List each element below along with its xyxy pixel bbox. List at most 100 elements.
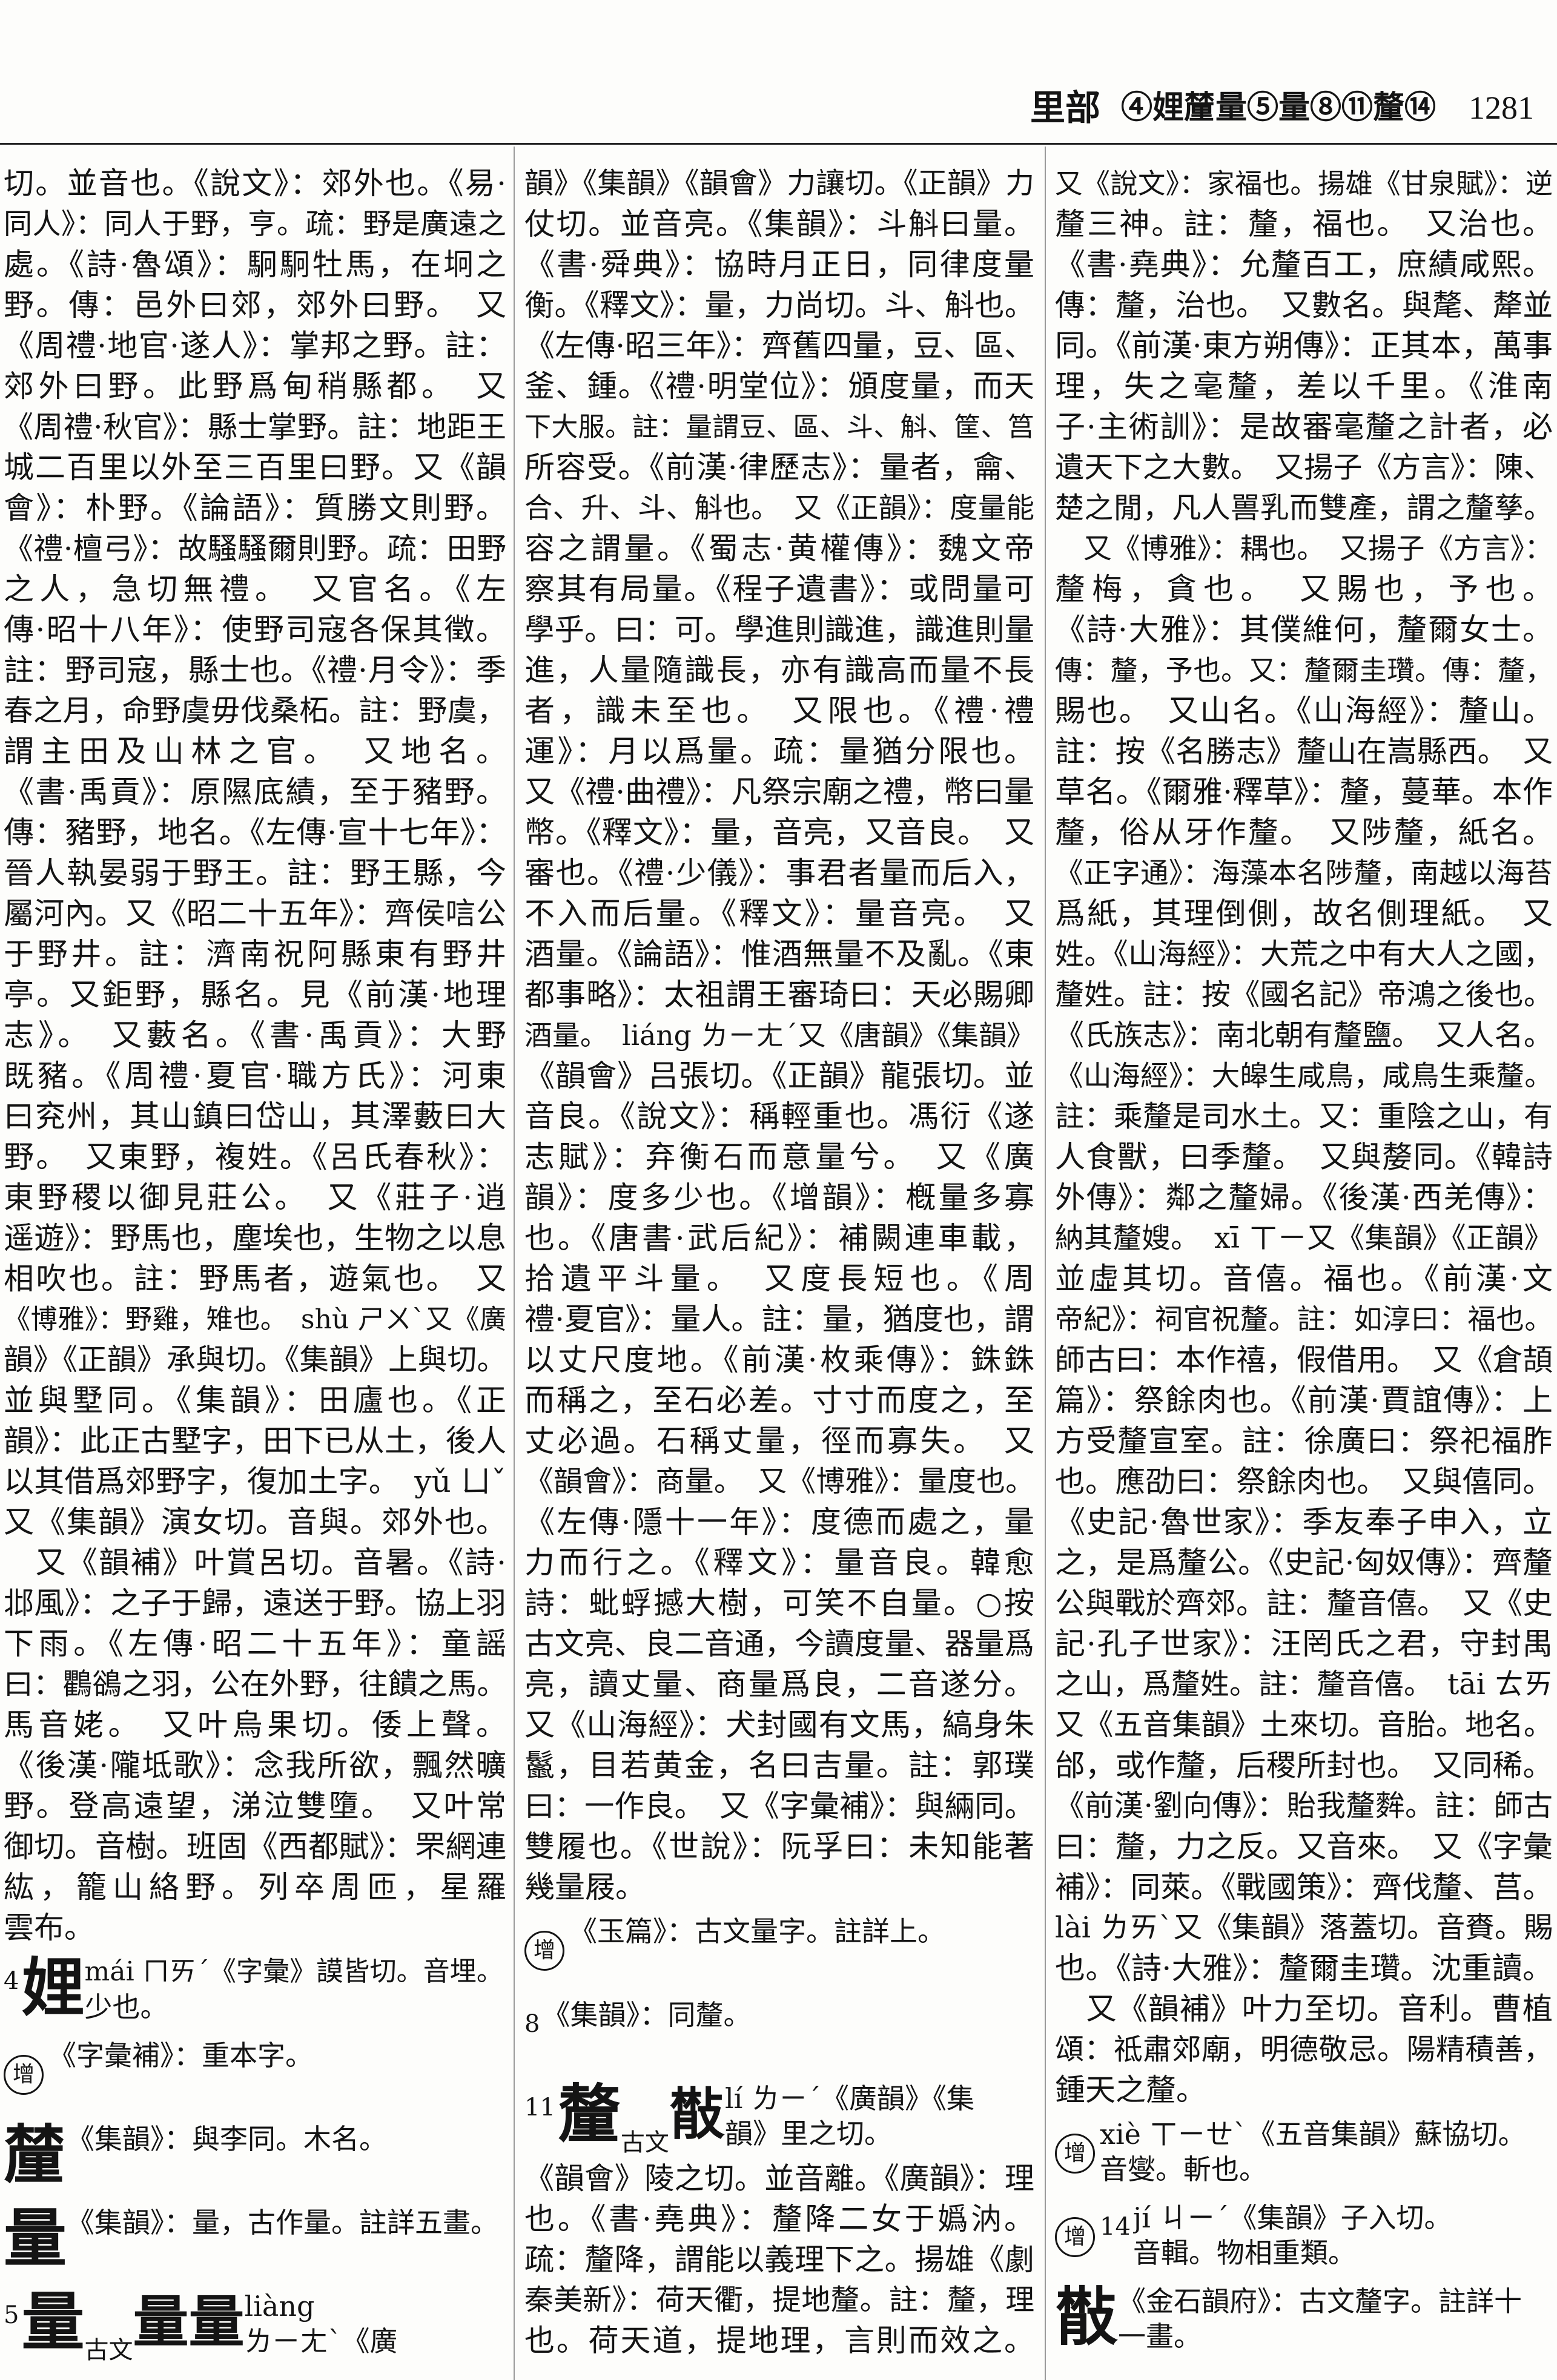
text-line: 紘，籠山絡野。列卒周匝，星羅 [4,1867,506,1908]
text-line: 並與墅同。《集韻》：田廬也。《正 [4,1380,506,1421]
text-line: 志》。 又藪名。《書·禹貢》：大野 [4,1015,506,1056]
text-line: 《韻會》陵之切。並音離。《廣韻》：理 [524,2158,1034,2199]
text-line: 所容受。《前漢·律歷志》：量者，龠、 [524,447,1034,488]
radical-section-title: 里部 [1030,84,1100,132]
dictionary-entry: 增 14 𨥀 jí ㄐㄧˊ《集韻》子入切。 音輯。物相重類。 [1055,2194,1553,2278]
entry-definition: jí ㄐㄧˊ《集韻》子入切。 音輯。物相重類。 [1133,2194,1553,2270]
text-line: 審也。《禮·少儀》：事君者量而后入， [524,853,1034,894]
text-line: 之，是爲釐公。《史記·匈奴傳》：齊釐 [1055,1543,1553,1583]
variant-form: 量量𨤻 [133,2283,244,2361]
entry-definition: liàng ㄌㄧㄤˋ《廣 [244,2283,506,2359]
variant-form: 𢿨 [669,2075,725,2154]
text-line: 野。登高遠望，涕泣雙墮。 又叶常 [4,1786,506,1827]
text-line: 處。《詩·魯頌》：駉駉牡馬，在坰之 [4,245,506,285]
text-line: 都事略》：太祖謂王審琦曰：天必賜卿 [524,975,1034,1015]
headword: 𨤳 [4,2115,67,2194]
text-line: 幣。《釋文》：量，音亮，又音良。 又 [524,813,1034,853]
stroke-index: ④娌𨤲𨤳量⑤量𨤷⑧𨤹⑪釐𨤾⑭𨥀𢿨 [1121,84,1436,132]
column-middle: 韻》《集韻》《韻會》力讓切。《正韻》力 仗切。並音亮。《集韻》：斗斛曰量。 《書·舜… [524,163,1034,2376]
column-right: 又《說文》：家福也。揚雄《甘泉賦》：逆 釐三神。註：釐，福也。 又治也。 《書·堯典… [1055,163,1553,2376]
text-line: 同。《前漢·東方朔傳》：正其本，萬事 [1055,326,1553,366]
text-line: 學乎。曰：可。學進則識進，識進則量 [524,610,1034,650]
text-line: 鬣，目若黄金，名曰吉量。註：郭璞 [524,1745,1034,1786]
text-line: 丈必過。石稱丈量，徑而寡失。 又 [524,1421,1034,1462]
text-line: 拾遺平斗量。 又度長短也。《周 [524,1259,1034,1299]
column-divider [514,147,515,2380]
definition-line: 《字彙補》：重本字。 [48,2038,506,2073]
added-entry-mark: 增 [1055,2217,1095,2257]
text-line: 《周禮·秋官》：縣士掌野。註：地距王 [4,407,506,447]
text-line: 東野稷以御見莊公。 又《莊子·逍 [4,1178,506,1218]
definition-line: lí ㄌㄧˊ《廣韻》《集 [725,2081,1034,2116]
entry-definition: 《字彙補》：重本字。 [48,2032,506,2073]
text-line: 傳：釐，予也。又：釐爾圭瓚。傳：釐， [1055,650,1553,691]
text-line: 幾量屐。 [524,1867,1034,1908]
text-line: 韻》《集韻》《韻會》力讓切。《正韻》力 [524,163,1034,204]
stroke-count: 5 [4,2303,19,2327]
text-line: 《禮·檀弓》：故騷騷爾則野。疏：田野 [4,529,506,569]
text-line: 釐梅，貪也。 又賜也，予也。 [1055,569,1553,610]
headword: 娌 [21,1948,84,2027]
stroke-count: 14 [1100,2215,1131,2239]
text-line: 屬河內。又《昭二十五年》：齊侯唁公 [4,894,506,934]
text-line: 運》：月以爲量。疏：量猶分限也。 [524,731,1034,772]
text-line: 記·孔子世家》：汪罔氏之君，守封禺 [1055,1624,1553,1664]
entry-definition: lí ㄌㄧˊ《廣韻》《集 韻》里之切。 [725,2075,1034,2151]
definition-line: 《集韻》：量，古作量。註詳五畫。 [67,2205,506,2240]
ancient-form-label: 古文 [84,2338,133,2362]
dictionary-entry: 5 量 𨤸 古文 量量𨤻 liàng ㄌㄧㄤˋ《廣 [4,2283,506,2366]
text-line: 《書·舜典》：協時月正日，同律度量 [524,245,1034,285]
text-line: 既豬。《周禮·夏官·職方氏》：河東 [4,1056,506,1096]
text-line: 酒量。 liáng ㄌㄧㄤˊ又《唐韻》《集韻》 [524,1015,1034,1056]
entry-definition: 《集韻》：同釐。 [542,1991,1034,2032]
text-line: 曰：一作良。 又《字彙補》：與緉同。 [524,1786,1034,1827]
text-line: 曰：釐，力之反。又音來。 又《字彙 [1055,1827,1553,1867]
text-line: 又《禮·曲禮》：凡祭宗廟之禮，幣曰量 [524,772,1034,813]
definition-line: 《玉篇》：古文量字。註詳上。 [569,1914,1034,1949]
text-line: 會》：朴野。《論語》：質勝文則野。 [4,488,506,529]
text-line: 又《集韻》演女切。音與。郊外也。 [4,1502,506,1543]
definition-line: 《金石韻府》：古文釐字。註詳十 [1118,2284,1553,2319]
text-line: 遥遊》：野馬也，塵埃也，生物之以息 [4,1218,506,1259]
text-line: 曰：鸜鵒之羽，公在外野，往饋之馬。 [4,1664,506,1705]
text-line: 也。《書·堯典》：釐降二女于嬀汭。 [524,2199,1034,2240]
text-line: 《左傳·隱十一年》：度德而處之，量 [524,1502,1034,1543]
text-line: 姓。《山海經》：大荒之中有大人之國， [1055,934,1553,975]
entry-definition: xiè ㄒㄧㄝˋ《五音集韻》蘇協切。 音燮。斬也。 [1100,2111,1553,2187]
text-line: 也。《唐書·武后紀》：補闕連車載， [524,1218,1034,1259]
text-line: 釜、鍾。《禮·明堂位》：頒度量，而天 [524,366,1034,407]
text-line: 外傳》：鄰之釐婦。《後漢·西羌傳》： [1055,1178,1553,1218]
text-line: 公與戰於齊郊。註：釐音僖。 又《史 [1055,1583,1553,1624]
page-number: 1281 [1469,84,1534,132]
text-line: 註：乘釐是司水土。又：重陰之山，有 [1055,1096,1553,1137]
text-line: 御切。音樹。班固《西都賦》：罘網連 [4,1827,506,1867]
text-line: 容之謂量。《蜀志·黄權傳》：魏文帝 [524,529,1034,569]
text-line: 以其借爲郊野字，復加土字。 yǔ ㄩˇ [4,1462,506,1502]
text-line: 也。《詩·大雅》：釐爾圭瓚。沈重讀。 [1055,1948,1553,1989]
text-line: 子·主術訓》：是故審毫釐之計者，必 [1055,407,1553,447]
dictionary-entry: 11 釐 𨤽 古文 𢿨 lí ㄌㄧˊ《廣韻》《集 韻》里之切。 [524,2075,1034,2158]
text-line: 《周禮·地官·遂人》：掌邦之野。註： [4,326,506,366]
ancient-form-label: 古文 [621,2131,669,2155]
definition-line: 《集韻》：同釐。 [542,1997,1034,2032]
text-line: 禮·夏官》：量人。註：量，猶度也，謂 [524,1299,1034,1340]
text-line: 之人，急切無禮。 又官名。《左 [4,569,506,610]
text-line: 音良。《說文》：稱輕重也。馮衍《遂 [524,1096,1034,1137]
text-line: 疏：釐降，謂能以義理下之。揚雄《劇 [524,2240,1034,2280]
text-line: 註：野司寇，縣士也。《禮·月令》：季 [4,650,506,691]
text-line: 下大服。註：量謂豆、區、斗、斛、筐、筥 [524,407,1034,447]
text-line: 曰兖州，其山鎮曰岱山，其澤藪曰大 [4,1096,506,1137]
text-line: 以丈尺度地。《前漢·枚乘傳》：銖銖 [524,1340,1034,1380]
column-divider [1045,147,1046,2380]
text-line: 《博雅》：野雞，雉也。 shù ㄕㄨˋ又《廣 [4,1299,506,1340]
text-line: 楚之閒，凡人嘼乳而雙產，謂之釐孳。 [1055,488,1553,529]
text-line: 相吹也。註：野馬者，遊氣也。 又 [4,1259,506,1299]
text-line: 方受釐宣室。註：徐廣曰：祭祀福胙 [1055,1421,1553,1462]
text-line: 並虛其切。音僖。福也。《前漢·文 [1055,1259,1553,1299]
text-line: 爲紙，其理倒側，故名側理紙。 又 [1055,894,1553,934]
text-line: 《史記·魯世家》：季友奉子申入，立 [1055,1502,1553,1543]
definition-line: 音燮。斬也。 [1100,2152,1553,2187]
text-line: 亮，讀丈量、商量爲良，二音遂分。 [524,1664,1034,1705]
header-rule [0,143,1557,145]
text-line: 納其釐嫂。 xī ㄒㄧ又《集韻》《正韻》 [1055,1218,1553,1259]
